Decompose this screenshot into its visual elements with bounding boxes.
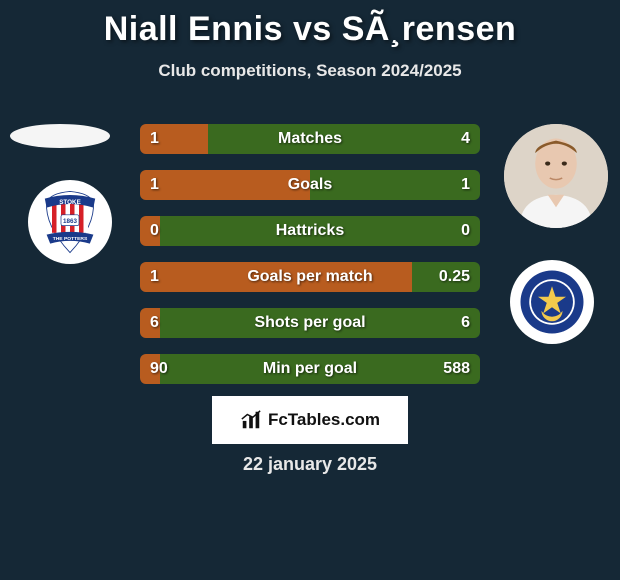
svg-text:STOKE: STOKE (59, 199, 81, 206)
stat-label: Min per goal (140, 354, 480, 384)
stat-row: 10.25Goals per match (140, 262, 480, 292)
footer-brand-text: FcTables.com (268, 410, 380, 430)
stat-row: 11Goals (140, 170, 480, 200)
stat-label: Matches (140, 124, 480, 154)
club-left-badge: STOKE 1863 THE POTTERS (28, 180, 112, 264)
stat-row: 00Hattricks (140, 216, 480, 246)
stats-bars: 14Matches 11Goals 00Hattricks 10.25Goals pe… (140, 124, 480, 400)
svg-text:THE POTTERS: THE POTTERS (53, 236, 88, 242)
stat-label: Hattricks (140, 216, 480, 246)
svg-text:1863: 1863 (63, 218, 78, 225)
club-right-badge (510, 260, 594, 344)
subtitle: Club competitions, Season 2024/2025 (0, 61, 620, 81)
portsmouth-badge-icon (517, 267, 587, 337)
stat-row: 66Shots per goal (140, 308, 480, 338)
footer-date: 22 january 2025 (0, 454, 620, 475)
stoke-city-badge-icon: STOKE 1863 THE POTTERS (34, 186, 106, 258)
footer-brand-badge: FcTables.com (212, 396, 408, 444)
page-title: Niall Ennis vs SÃ¸rensen (0, 0, 620, 49)
player-left-avatar (10, 124, 110, 148)
stat-label: Goals (140, 170, 480, 200)
stat-label: Goals per match (140, 262, 480, 292)
chart-icon (240, 409, 262, 431)
player-right-avatar (504, 124, 608, 228)
stat-row: 14Matches (140, 124, 480, 154)
person-silhouette-icon (504, 124, 608, 228)
stat-label: Shots per goal (140, 308, 480, 338)
stat-row: 90588Min per goal (140, 354, 480, 384)
